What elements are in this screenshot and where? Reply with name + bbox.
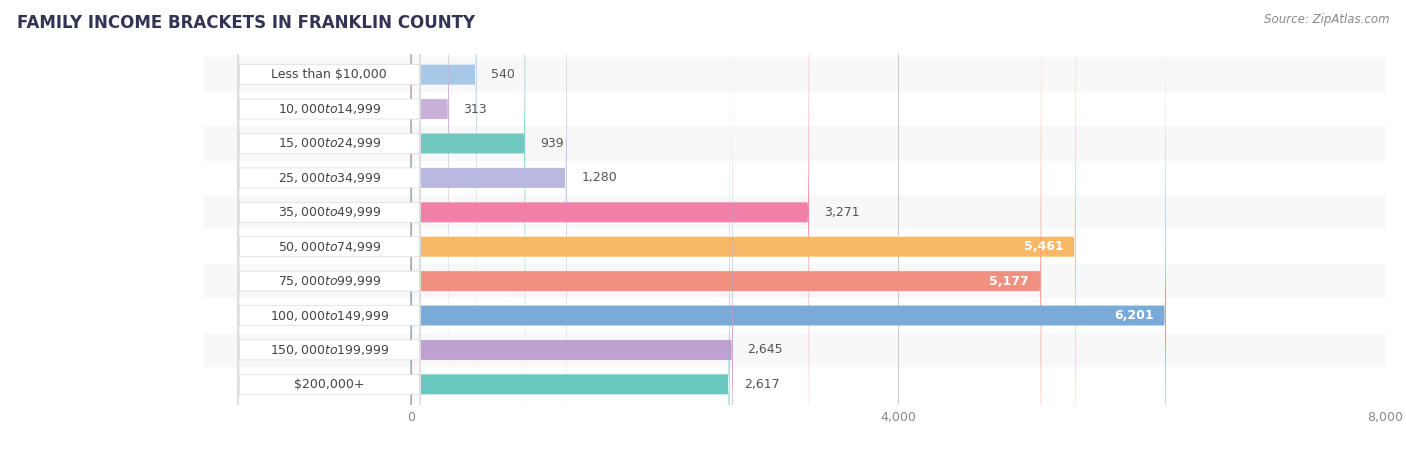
FancyBboxPatch shape [411,0,733,450]
Bar [204,58,1385,92]
Bar [204,367,1385,401]
Text: $100,000 to $149,999: $100,000 to $149,999 [270,309,389,323]
FancyBboxPatch shape [411,0,526,450]
Text: FAMILY INCOME BRACKETS IN FRANKLIN COUNTY: FAMILY INCOME BRACKETS IN FRANKLIN COUNT… [17,14,475,32]
Bar [204,333,1385,367]
FancyBboxPatch shape [238,0,420,450]
Bar [204,298,1385,333]
Bar [204,195,1385,230]
Text: 313: 313 [464,103,488,116]
Text: $25,000 to $34,999: $25,000 to $34,999 [277,171,381,185]
FancyBboxPatch shape [411,0,477,450]
Text: 3,271: 3,271 [824,206,859,219]
Bar [204,92,1385,126]
FancyBboxPatch shape [411,0,567,450]
Text: 540: 540 [491,68,515,81]
Text: $10,000 to $14,999: $10,000 to $14,999 [277,102,381,116]
Text: $15,000 to $24,999: $15,000 to $24,999 [277,136,381,150]
FancyBboxPatch shape [238,0,420,450]
FancyBboxPatch shape [238,0,420,450]
Text: Less than $10,000: Less than $10,000 [271,68,387,81]
Text: 5,461: 5,461 [1024,240,1063,253]
Bar [204,264,1385,298]
Text: 1,280: 1,280 [581,171,617,184]
FancyBboxPatch shape [411,0,730,450]
Bar [204,161,1385,195]
Bar [204,230,1385,264]
Text: $150,000 to $199,999: $150,000 to $199,999 [270,343,389,357]
Text: $35,000 to $49,999: $35,000 to $49,999 [277,205,381,219]
Text: $75,000 to $99,999: $75,000 to $99,999 [277,274,381,288]
Bar [204,126,1385,161]
Text: 5,177: 5,177 [990,274,1029,288]
Text: 939: 939 [540,137,564,150]
Text: $50,000 to $74,999: $50,000 to $74,999 [277,240,381,254]
Text: 2,645: 2,645 [748,343,783,356]
FancyBboxPatch shape [238,0,420,450]
FancyBboxPatch shape [411,0,1076,450]
FancyBboxPatch shape [238,0,420,450]
FancyBboxPatch shape [411,0,449,450]
FancyBboxPatch shape [238,0,420,450]
Text: 2,617: 2,617 [744,378,780,391]
FancyBboxPatch shape [411,0,1042,450]
Text: $200,000+: $200,000+ [294,378,364,391]
FancyBboxPatch shape [238,0,420,450]
Text: 6,201: 6,201 [1114,309,1154,322]
FancyBboxPatch shape [238,0,420,450]
Text: Source: ZipAtlas.com: Source: ZipAtlas.com [1264,14,1389,27]
FancyBboxPatch shape [411,0,808,450]
FancyBboxPatch shape [411,0,1166,450]
FancyBboxPatch shape [238,0,420,450]
FancyBboxPatch shape [238,0,420,450]
